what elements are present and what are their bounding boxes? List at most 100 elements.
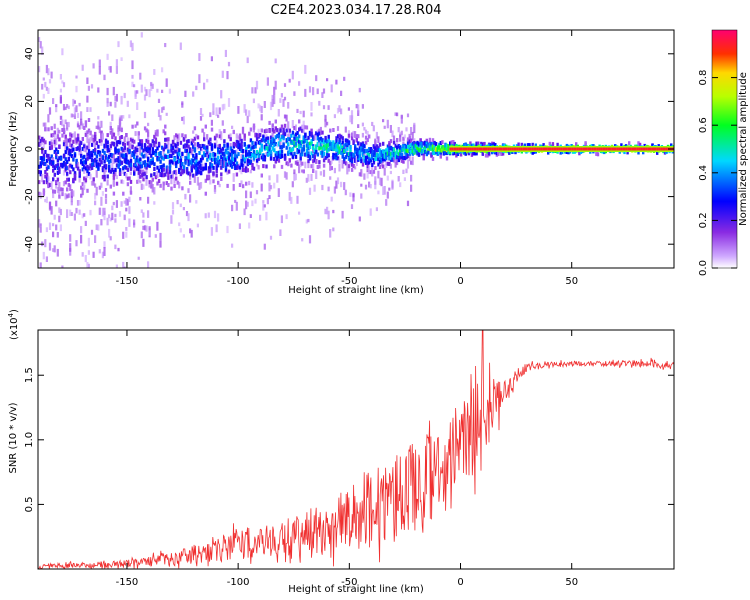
- heatmap-cell: [338, 158, 341, 164]
- heatmap-cell: [86, 262, 89, 268]
- heatmap-cell: [315, 75, 318, 82]
- heatmap-cell: [83, 176, 86, 181]
- heatmap-cell: [441, 148, 444, 153]
- heatmap-cell: [48, 159, 52, 164]
- heatmap-cell: [411, 156, 414, 166]
- heatmap-cell: [285, 172, 288, 180]
- heatmap-cell: [403, 150, 407, 155]
- heatmap-cell: [115, 142, 119, 147]
- heatmap-cell: [195, 133, 198, 139]
- heatmap-cell: [58, 129, 61, 134]
- heatmap-cell: [573, 147, 578, 151]
- heatmap-cell: [234, 166, 237, 170]
- heatmap-cell: [596, 147, 600, 151]
- heatmap-cell: [405, 127, 408, 132]
- heatmap-cell: [109, 158, 112, 163]
- heatmap-cell: [335, 148, 338, 152]
- heatmap-cell: [243, 136, 246, 141]
- heatmap-cell: [251, 182, 254, 188]
- heatmap-cell: [41, 149, 44, 154]
- heatmap-cell: [59, 74, 62, 80]
- heatmap-cell: [382, 157, 385, 162]
- heatmap-cell: [122, 141, 125, 146]
- heatmap-cell: [237, 106, 240, 114]
- heatmap-cell: [255, 80, 259, 90]
- heatmap-cell: [263, 145, 267, 150]
- heatmap-cell: [198, 151, 201, 155]
- heatmap-cell: [235, 172, 239, 177]
- heatmap-cell: [190, 168, 193, 173]
- heatmap-cell: [386, 119, 389, 129]
- heatmap-cell: [81, 187, 84, 196]
- heatmap-cell: [439, 141, 442, 145]
- heatmap-cell: [293, 172, 296, 181]
- heatmap-cell: [114, 218, 117, 223]
- heatmap-cell: [78, 171, 81, 176]
- heatmap-cell: [422, 156, 425, 161]
- heatmap-cell: [64, 157, 67, 162]
- heatmap-cell: [154, 234, 157, 238]
- heatmap-cell: [318, 138, 321, 143]
- heatmap-cell: [447, 150, 450, 155]
- heatmap-cell: [388, 153, 391, 158]
- heatmap-cell: [534, 143, 537, 148]
- heatmap-cell: [192, 158, 195, 163]
- heatmap-cell: [103, 174, 106, 179]
- heatmap-cell: [148, 230, 151, 236]
- heatmap-cell: [366, 160, 369, 165]
- heatmap-cell: [220, 90, 223, 99]
- heatmap-cell: [153, 134, 156, 139]
- heatmap-cell: [434, 142, 438, 146]
- heatmap-cell: [438, 150, 441, 155]
- heatmap-cell: [231, 156, 234, 161]
- heatmap-cell: [402, 147, 405, 152]
- heatmap-cell: [199, 163, 203, 168]
- heatmap-cell: [167, 140, 170, 145]
- heatmap-cell: [556, 142, 559, 147]
- heatmap-cell: [248, 144, 251, 149]
- heatmap-cell: [318, 131, 321, 136]
- heatmap-cell: [162, 106, 165, 111]
- heatmap-cell: [402, 156, 405, 160]
- heatmap-cell: [187, 144, 190, 149]
- heatmap-cell: [445, 146, 449, 151]
- heatmap-cell: [293, 140, 296, 145]
- heatmap-cell: [283, 153, 287, 158]
- heatmap-cell: [48, 222, 52, 230]
- heatmap-cell: [489, 142, 492, 147]
- heatmap-cell: [444, 143, 447, 148]
- heatmap-cell: [123, 142, 126, 147]
- heatmap-cell: [142, 184, 145, 190]
- heatmap-cell: [408, 145, 411, 150]
- heatmap-cell: [358, 150, 362, 155]
- heatmap-cell: [58, 145, 61, 149]
- heatmap-cell: [369, 184, 372, 189]
- heatmap-cell: [217, 163, 220, 168]
- heatmap-cell: [142, 154, 145, 159]
- heatmap-cell: [61, 192, 64, 197]
- heatmap-cell: [122, 153, 125, 158]
- heatmap-cell: [397, 127, 400, 133]
- heatmap-cell: [41, 158, 44, 163]
- heatmap-cell: [147, 261, 150, 268]
- heatmap-cell: [254, 144, 257, 149]
- heatmap-cell: [86, 95, 89, 103]
- heatmap-cell: [408, 153, 411, 162]
- heatmap-cell: [665, 147, 669, 151]
- heatmap-cell: [335, 152, 338, 157]
- heatmap-cell: [413, 124, 416, 134]
- heatmap-cell: [55, 105, 58, 113]
- heatmap-cell: [50, 145, 53, 150]
- heatmap-cell: [78, 102, 81, 107]
- heatmap-cell: [176, 180, 179, 185]
- heatmap-cell: [587, 147, 591, 151]
- heatmap-cell: [218, 143, 221, 148]
- heatmap-cell: [164, 172, 167, 177]
- heatmap-cell: [374, 150, 377, 155]
- heatmap-cell: [59, 224, 62, 232]
- heatmap-cell: [279, 137, 282, 142]
- heatmap-cell: [101, 251, 104, 259]
- heatmap-cell: [153, 143, 156, 148]
- heatmap-cell: [75, 164, 78, 169]
- heatmap-cell: [179, 140, 183, 145]
